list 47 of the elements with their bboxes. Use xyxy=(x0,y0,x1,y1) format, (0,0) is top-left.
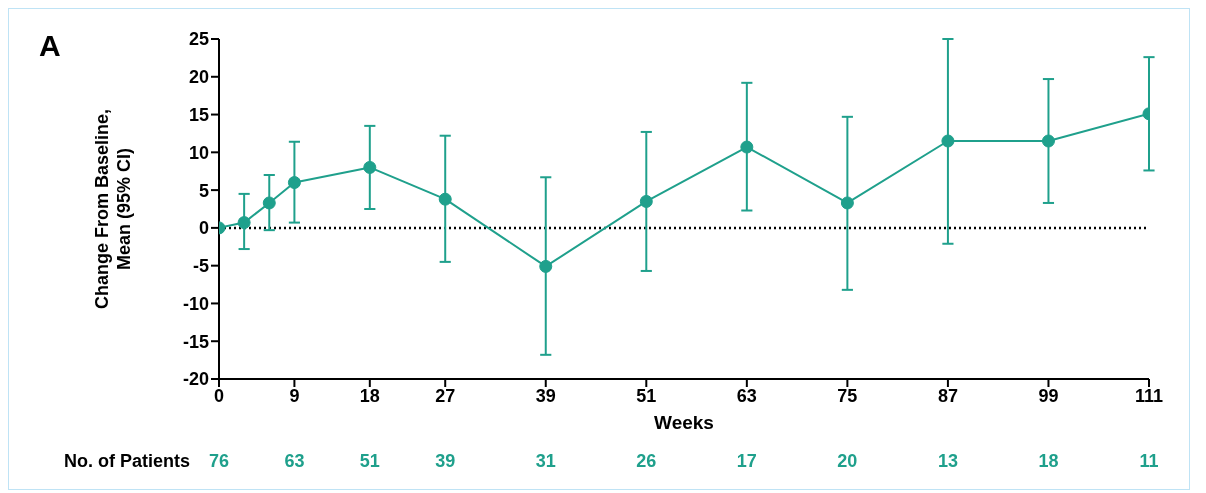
point xyxy=(941,134,955,148)
y-tick-label: -5 xyxy=(192,256,209,277)
text: 39 xyxy=(434,451,457,472)
text: 11 xyxy=(1138,451,1160,472)
y-tick-label: -10 xyxy=(182,293,209,314)
x-tick-label: 18 xyxy=(359,385,380,406)
text: 13 xyxy=(936,451,959,472)
text: 31 xyxy=(534,451,557,472)
point xyxy=(287,176,301,190)
x-tick-label: 9 xyxy=(289,385,300,406)
point xyxy=(262,196,276,210)
point xyxy=(363,160,377,174)
x-tick-label: 51 xyxy=(636,385,657,406)
y-tick-label: -20 xyxy=(182,369,209,390)
y-tick-label: 0 xyxy=(198,218,209,239)
text: 18 xyxy=(1037,451,1060,472)
x-tick-label: 75 xyxy=(837,385,858,406)
y-tick-label: 10 xyxy=(188,142,209,163)
point xyxy=(237,216,251,230)
text: 17 xyxy=(735,451,758,472)
y-tick-label: 25 xyxy=(188,29,209,50)
x-tick-label: 87 xyxy=(937,385,958,406)
text: 20 xyxy=(836,451,859,472)
x-tick-label: 27 xyxy=(435,385,456,406)
text: No. of Patients xyxy=(64,451,191,472)
chart-title: A xyxy=(39,29,61,63)
point xyxy=(539,259,553,273)
point xyxy=(639,194,653,208)
point xyxy=(740,140,754,154)
text: 63 xyxy=(283,451,306,472)
x-tick-label: 99 xyxy=(1038,385,1059,406)
y-tick-label: 20 xyxy=(188,67,209,88)
y-tick-label: -15 xyxy=(182,331,209,352)
point xyxy=(438,192,452,206)
y-tick-label: 5 xyxy=(198,180,209,201)
x-tick-label: 63 xyxy=(736,385,757,406)
x-tick-label: 0 xyxy=(213,385,225,406)
x-axis-title: Weeks xyxy=(654,412,714,433)
text: 76 xyxy=(208,451,230,472)
text: 26 xyxy=(635,451,658,472)
point xyxy=(1041,134,1055,148)
y-tick-label: 15 xyxy=(188,104,209,125)
y-axis-title: Change From Baseline, Mean (95% CI) xyxy=(92,108,134,310)
x-tick-label: 111 xyxy=(1134,385,1164,406)
x-tick-label: 39 xyxy=(535,385,556,406)
text: 51 xyxy=(358,451,381,472)
point xyxy=(840,196,854,210)
